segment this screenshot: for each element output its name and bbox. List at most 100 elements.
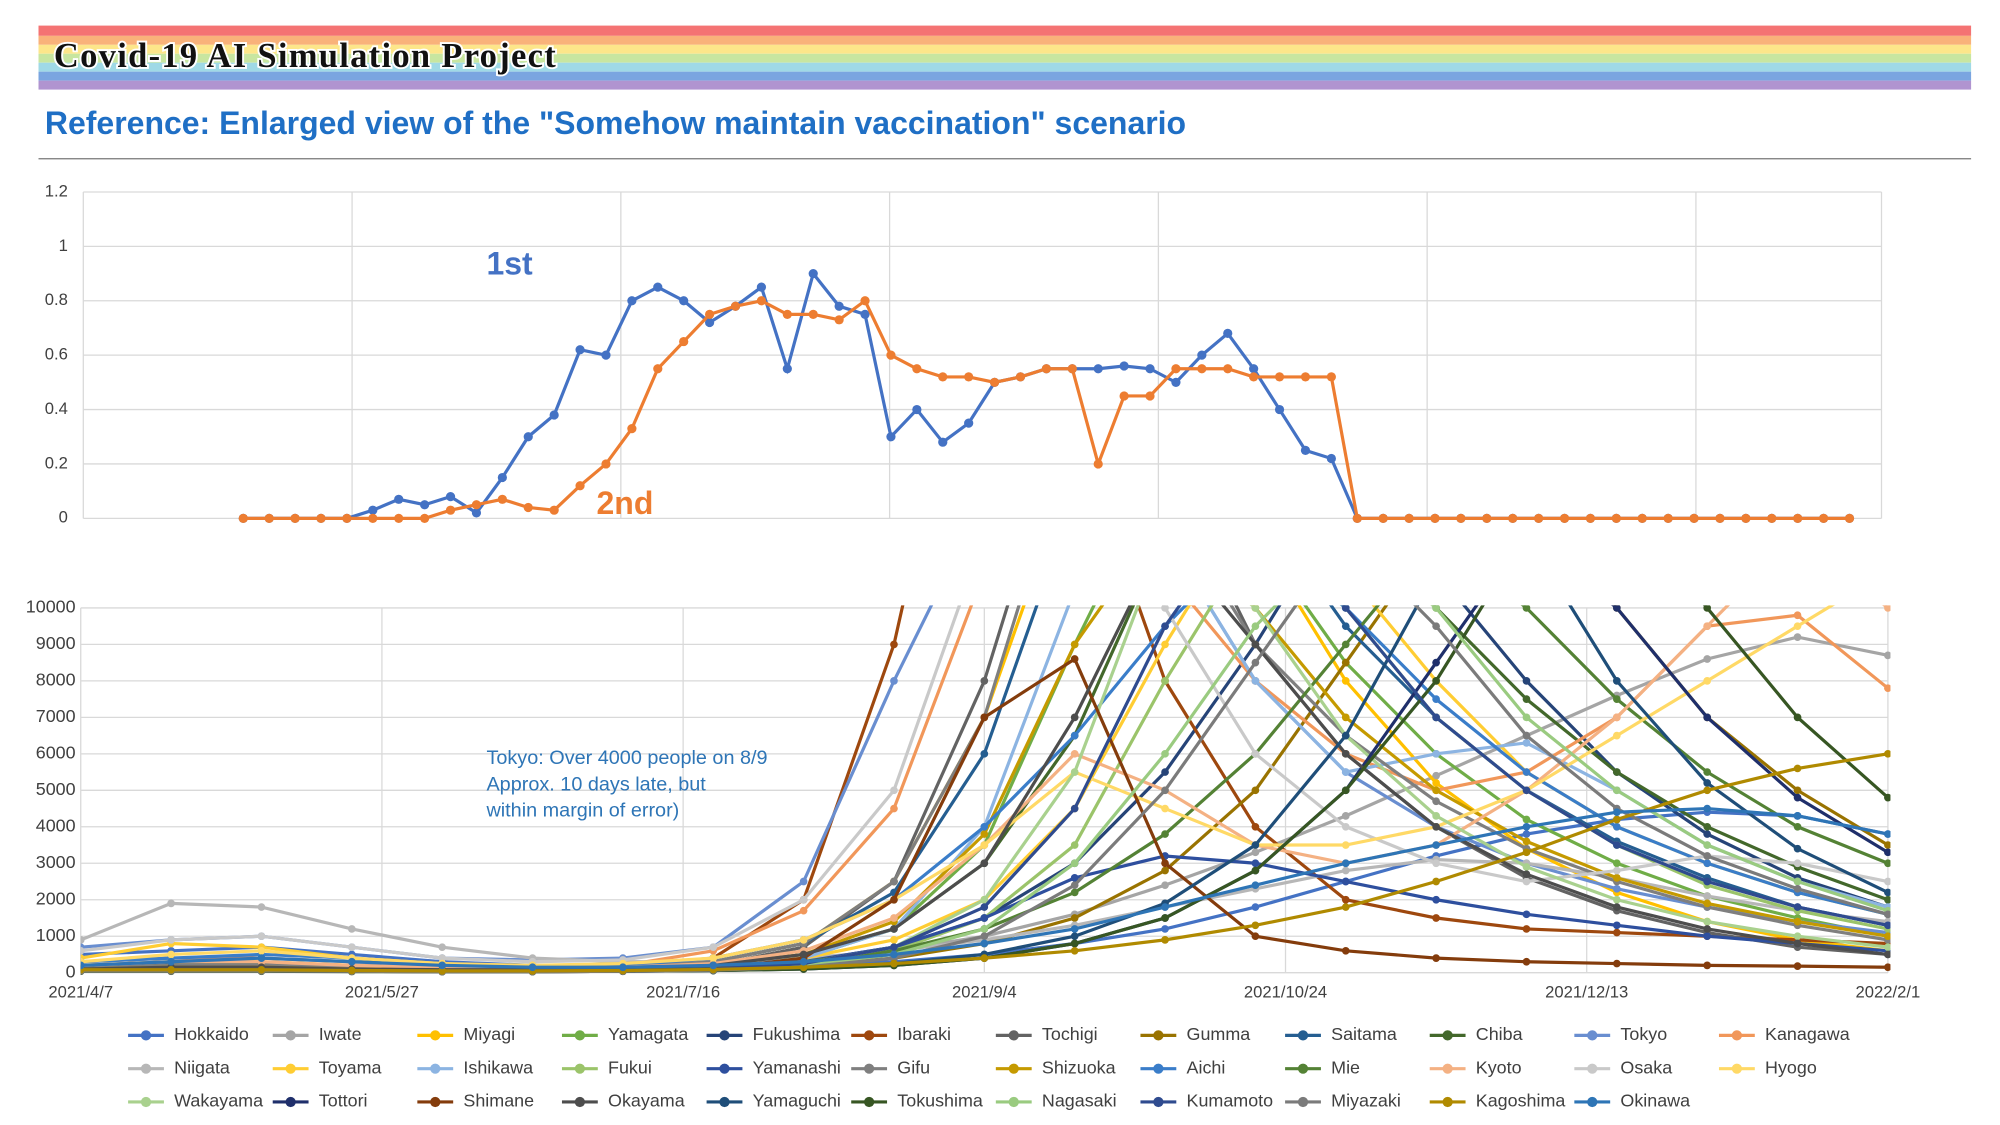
point	[347, 925, 356, 933]
point	[756, 282, 767, 292]
point	[1703, 779, 1712, 787]
point	[1612, 808, 1621, 817]
legend-item: Hyogo	[1718, 1057, 1817, 1077]
legend-marker	[1587, 1030, 1598, 1041]
legend-marker	[574, 1096, 586, 1108]
point	[989, 377, 1000, 387]
legend-item: Tottori	[272, 1091, 368, 1111]
point	[238, 513, 248, 523]
legend-marker	[719, 1063, 730, 1074]
legend-item: Wakayama	[128, 1091, 263, 1111]
point	[679, 336, 689, 347]
point	[1432, 877, 1440, 886]
point	[1703, 841, 1712, 849]
point	[420, 500, 430, 510]
point	[860, 296, 870, 306]
point	[1703, 932, 1712, 941]
point	[1612, 786, 1621, 795]
point	[799, 963, 808, 972]
point	[1884, 750, 1891, 758]
point	[1818, 513, 1829, 523]
legend-label: Fukushima	[753, 1024, 841, 1044]
point	[1612, 605, 1621, 612]
point	[342, 513, 352, 523]
point	[347, 957, 356, 966]
point	[1341, 658, 1350, 667]
point	[1070, 804, 1079, 813]
legend-item: Mie	[1285, 1057, 1360, 1077]
point	[1251, 921, 1260, 930]
point	[1559, 513, 1570, 523]
point	[964, 418, 974, 428]
point	[1341, 841, 1350, 849]
legend-marker	[1297, 1030, 1309, 1041]
point	[1252, 495, 1260, 503]
legend-item: Aichi	[1140, 1057, 1225, 1077]
point	[1252, 531, 1260, 539]
point	[1342, 531, 1350, 539]
point	[1341, 768, 1350, 776]
point	[1161, 531, 1169, 539]
legend-label: Niigata	[174, 1057, 230, 1077]
point	[1522, 815, 1531, 824]
legend-label: Yamaguchi	[753, 1091, 841, 1111]
point	[1161, 677, 1169, 685]
legend-label: Fukui	[608, 1057, 652, 1077]
legend-item: Fukui	[561, 1057, 652, 1077]
point	[980, 568, 988, 576]
point	[1145, 391, 1155, 401]
point	[1251, 932, 1260, 941]
point	[1341, 677, 1350, 685]
point	[1703, 925, 1712, 933]
legend-item: Miyagi	[417, 1024, 515, 1044]
point	[257, 932, 266, 941]
point	[1884, 605, 1891, 612]
point	[1171, 364, 1181, 374]
point	[799, 877, 808, 886]
point	[1251, 859, 1260, 868]
point	[1145, 364, 1155, 374]
legend-marker	[1008, 1030, 1019, 1041]
point	[528, 963, 537, 972]
point	[1432, 695, 1440, 703]
point	[980, 859, 989, 868]
point	[257, 954, 266, 962]
point	[1341, 895, 1350, 904]
point	[1767, 513, 1777, 523]
legend-marker	[430, 1063, 441, 1074]
point	[1251, 866, 1260, 875]
point	[1070, 925, 1079, 933]
point	[1793, 877, 1802, 886]
legend-marker	[140, 1063, 152, 1074]
point	[1432, 622, 1440, 631]
point	[1794, 531, 1802, 539]
point	[1612, 731, 1621, 740]
point	[1793, 633, 1802, 641]
point	[1070, 768, 1079, 776]
legend-label: Hokkaido	[174, 1024, 249, 1044]
point	[1223, 328, 1233, 339]
point	[1884, 895, 1891, 904]
legend-marker	[864, 1030, 875, 1041]
point	[980, 677, 989, 685]
point	[799, 936, 808, 944]
point	[1522, 910, 1531, 919]
point	[1041, 364, 1052, 374]
point	[1703, 961, 1712, 970]
point	[1071, 422, 1079, 430]
point	[1793, 903, 1802, 911]
legend-marker	[719, 1096, 730, 1108]
point	[394, 494, 404, 504]
point	[1522, 863, 1531, 871]
legend-marker	[574, 1063, 586, 1074]
legend-label: Chiba	[1476, 1024, 1523, 1044]
point	[1432, 750, 1440, 758]
point	[1432, 786, 1440, 795]
legend-label: Gifu	[897, 1057, 930, 1077]
point	[1070, 841, 1079, 849]
point	[1341, 713, 1350, 722]
point	[1884, 963, 1891, 972]
point	[347, 966, 356, 975]
point	[890, 959, 898, 968]
